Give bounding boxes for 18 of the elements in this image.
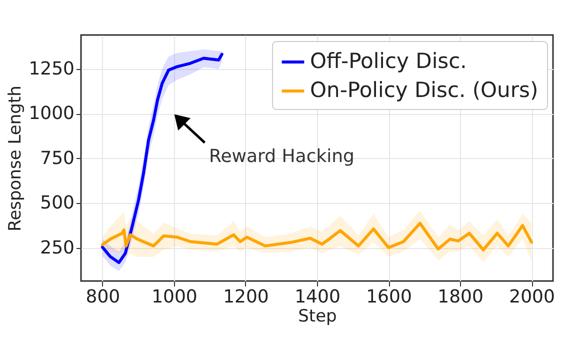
x-tick-label: 1400 (294, 286, 340, 308)
x-tick-label: 1000 (152, 286, 198, 308)
x-tick-label: 2000 (509, 286, 555, 308)
y-tick-label: 1000 (28, 103, 74, 124)
legend-label: On-Policy Disc. (Ours) (310, 78, 538, 102)
x-tick-label: 800 (86, 286, 120, 308)
y-tick-label: 1250 (28, 58, 74, 80)
x-tick-label: 1800 (438, 286, 484, 308)
y-tick-label: 500 (40, 192, 74, 214)
line-series (100, 222, 534, 252)
annotation: Reward Hacking (209, 146, 354, 167)
x-tick-label: 1600 (366, 286, 412, 308)
y-tick-label: 750 (40, 148, 74, 169)
y-tick-label: 250 (40, 237, 74, 258)
legend-label: Off-Policy Disc. (310, 49, 467, 73)
x-axis-title: Step (298, 306, 337, 326)
x-tick-label: 1200 (223, 286, 269, 308)
y-axis-title: Response Length (6, 86, 26, 232)
